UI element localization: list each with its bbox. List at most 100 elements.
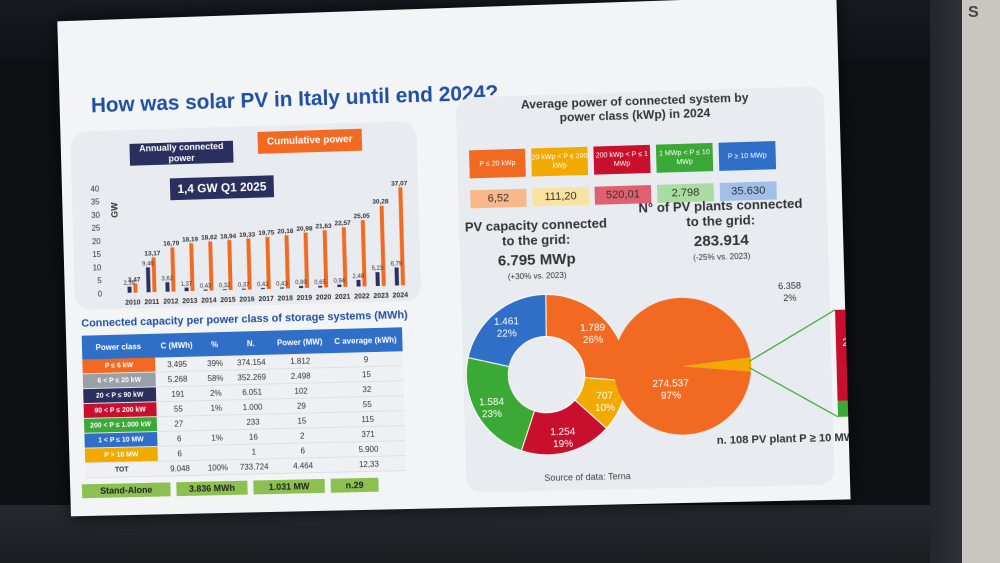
power-cell: 29: [273, 398, 331, 414]
pv-capacity-title: PV capacity connected to the grid:: [463, 215, 609, 249]
breakdown-red-pct: 1%: [848, 350, 850, 363]
percent-cell: 1%: [201, 430, 233, 446]
number-cell: 352.269: [231, 369, 272, 385]
bar-annual: [299, 286, 303, 288]
number-cell: 733.724: [234, 459, 275, 475]
slice-value-label: 1.584: [479, 396, 505, 408]
bar-annual: [127, 287, 131, 293]
power-class-header: 200 kWp < P ≤ 1 MWp: [593, 145, 650, 175]
side-banner-glyph: S: [968, 4, 979, 22]
bar-annual: [318, 286, 322, 288]
bar-cumulative: [170, 247, 175, 291]
legend-cumulative: Cumulative power: [257, 129, 362, 154]
y-tick-label: 0: [98, 289, 103, 298]
cumulative-value-label: 37,07: [391, 180, 408, 188]
x-tick-label: 2015: [220, 297, 236, 304]
x-tick-label: 2017: [258, 296, 274, 303]
capacity-cell: 191: [156, 386, 200, 402]
power-class-header: P ≤ 20 kWp: [469, 149, 526, 179]
bar-annual: [375, 272, 379, 286]
storage-table-body: P ≤ 6 kW 3.495 39% 374.154 1.812 9 6 < P ≤ 20 …: [82, 351, 406, 478]
x-tick-label: 2018: [277, 295, 293, 302]
capacity-cell: 5.268: [155, 371, 199, 387]
x-tick-label: 2011: [144, 299, 159, 306]
bar-annual: [146, 267, 151, 292]
power-cell: 102: [272, 383, 330, 399]
small-slice-pct: 2%: [783, 293, 797, 303]
number-cell: 6.051: [232, 384, 273, 400]
cumulative-value-label: 13,17: [144, 250, 161, 257]
power-class-header: 20 kWp < P ≤ 200 kWp: [531, 147, 588, 177]
y-tick-label: 30: [91, 211, 101, 220]
bar-annual: [223, 289, 227, 290]
bar-annual: [242, 289, 246, 290]
slice-value-label: 1.461: [494, 316, 520, 328]
annual-cumulative-bar-chart: 0 5 10 15 20 25 30 35 40 GW 3,472,33 2010 13,17 9,46 2…: [71, 149, 422, 320]
y-tick-label: 25: [91, 224, 101, 233]
power-class-header: P ≥ 10 MWp: [719, 141, 777, 171]
x-tick-label: 2010: [125, 299, 141, 306]
percent-cell: 58%: [199, 370, 231, 386]
capacity-cell: 9.048: [158, 460, 202, 476]
small-slice-value: 6.358: [778, 280, 801, 291]
x-tick-label: 2016: [239, 296, 255, 303]
cumulative-value-label: 18,94: [220, 233, 237, 240]
col-percent: %: [198, 332, 231, 357]
percent-cell: [200, 415, 232, 431]
annual-value-label: 0,43: [200, 283, 212, 289]
slice-pct-label: 19%: [553, 438, 574, 450]
annual-value-label: 9,46: [142, 261, 154, 267]
annual-value-label: 0,80: [295, 280, 307, 286]
annual-value-label: 0,43: [276, 281, 288, 287]
cumulative-value-label: 18,19: [182, 236, 199, 243]
breakdown-red-segment: [835, 309, 851, 401]
side-banner: [962, 0, 1000, 563]
x-tick-label: 2022: [354, 293, 370, 300]
x-tick-label: 2019: [297, 295, 313, 302]
cumulative-value-label: 20,98: [296, 225, 313, 232]
number-cell: 374.154: [231, 355, 272, 370]
annual-value-label: 6,79: [391, 261, 403, 267]
cumulative-value-label: 16,79: [163, 240, 180, 247]
bar-annual: [280, 287, 284, 288]
power-class-cell: TOT: [85, 461, 158, 478]
power-class-cell: P > 10 MW: [85, 446, 158, 463]
percent-cell: 2%: [200, 385, 232, 401]
annual-value-label: 0,65: [314, 280, 326, 286]
x-tick-label: 2014: [201, 297, 217, 304]
x-tick-label: 2024: [392, 292, 408, 299]
col-number: N.: [230, 331, 271, 356]
slice-pct-label: 22%: [497, 328, 518, 340]
connector-line: [749, 365, 838, 419]
col-power-class: Power class: [82, 334, 155, 360]
bar-annual: [395, 267, 399, 285]
y-tick-label: 35: [91, 198, 101, 207]
capacity-cell: 55: [156, 401, 200, 417]
bar-cumulative: [380, 206, 386, 286]
col-capacity: C (MWh): [154, 333, 198, 358]
annual-value-label: 3,62: [161, 276, 173, 282]
power-cell: 2.498: [272, 368, 330, 384]
percent-cell: 100%: [202, 460, 234, 476]
main-slice-pct: 97%: [661, 390, 682, 402]
capacity-cell: 3.495: [155, 356, 199, 372]
y-tick-label: 40: [90, 184, 100, 193]
col-c-average: C average (kWh): [328, 327, 403, 353]
annual-value-label: 0,32: [219, 283, 231, 289]
c-average-cell: 5.900: [331, 441, 406, 458]
bar-annual: [185, 288, 189, 292]
c-average-cell: 371: [331, 426, 406, 443]
slide-title: How was solar PV in Italy until end 2024…: [91, 81, 499, 118]
annual-value-label: 0,37: [238, 283, 250, 289]
slice-value-label: 1.254: [550, 426, 576, 438]
power-cell: 4.464: [274, 457, 332, 473]
percent-cell: 39%: [199, 356, 231, 371]
annual-value-label: 1,37: [181, 281, 193, 287]
standalone-mw: 1.031 MW: [253, 479, 325, 495]
x-tick-label: 2020: [316, 294, 332, 301]
annual-value-label: 0,42: [257, 282, 269, 288]
cumulative-value-label: 22,57: [334, 220, 351, 227]
bar-annual: [337, 284, 341, 287]
number-cell: 233: [233, 414, 274, 430]
pv-plants-title: N° of PV plants connected to the grid:: [634, 196, 807, 231]
